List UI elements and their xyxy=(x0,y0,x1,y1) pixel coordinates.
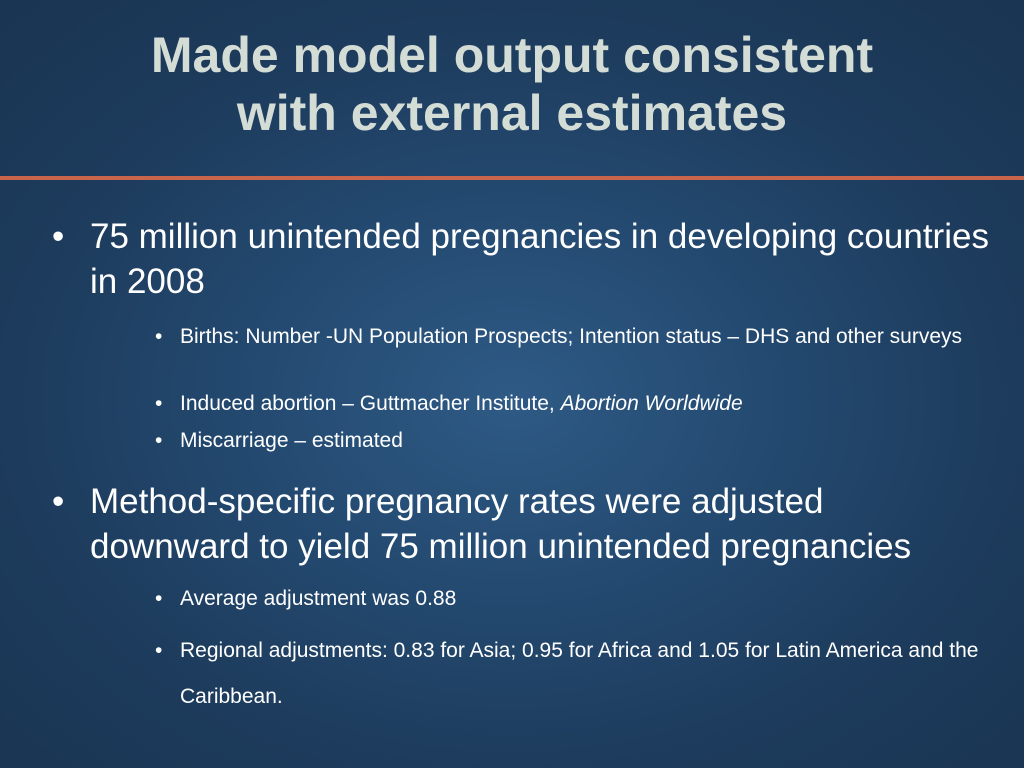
bullet-method-specific-rates: • Method-specific pregnancy rates were a… xyxy=(52,479,992,569)
sub-bullet-text: Regional adjustments: 0.83 for Asia; 0.9… xyxy=(180,639,979,708)
title-divider xyxy=(0,176,1024,180)
sub-bullet-text-emphasis: Abortion Worldwide xyxy=(560,392,743,415)
sub-bullet-text: Births: Number -UN Population Prospects;… xyxy=(180,325,963,348)
sub-bullet-text-plain: Induced abortion – Guttmacher Institute, xyxy=(180,392,561,415)
sub-bullet-marker: • xyxy=(155,392,163,415)
bullet-text: Method-specific pregnancy rates were adj… xyxy=(90,482,912,566)
sub-bullet-text: Induced abortion – Guttmacher Institute,… xyxy=(155,389,985,419)
sub-bullet-marker: • xyxy=(155,587,163,610)
sub-bullet-marker: • xyxy=(155,325,163,348)
sub-bullet-marker: • xyxy=(155,639,163,662)
sub-bullet-induced-abortion: • Induced abortion – Guttmacher Institut… xyxy=(155,389,985,419)
sub-bullet-marker: • xyxy=(155,429,163,452)
sub-bullet-average-adjustment: • Average adjustment was 0.88 xyxy=(155,584,985,614)
bullet-marker: • xyxy=(52,217,65,256)
sub-bullet-miscarriage: • Miscarriage – estimated xyxy=(155,426,985,456)
sub-bullet-regional-adjustments: • Regional adjustments: 0.83 for Asia; 0… xyxy=(155,628,985,720)
bullet-marker: • xyxy=(52,482,65,521)
slide-title-line-2: with external estimates xyxy=(236,85,788,141)
slide-title-line-1: Made model output consistent xyxy=(150,27,874,83)
sub-bullet-births: • Births: Number -UN Population Prospect… xyxy=(155,322,985,352)
bullet-unintended-pregnancies: • 75 million unintended pregnancies in d… xyxy=(52,214,992,304)
sub-bullet-text: Average adjustment was 0.88 xyxy=(180,587,457,610)
slide-title: Made model output consistent with extern… xyxy=(0,26,1024,142)
bullet-text: 75 million unintended pregnancies in dev… xyxy=(90,217,989,301)
sub-bullet-text: Miscarriage – estimated xyxy=(180,429,403,452)
